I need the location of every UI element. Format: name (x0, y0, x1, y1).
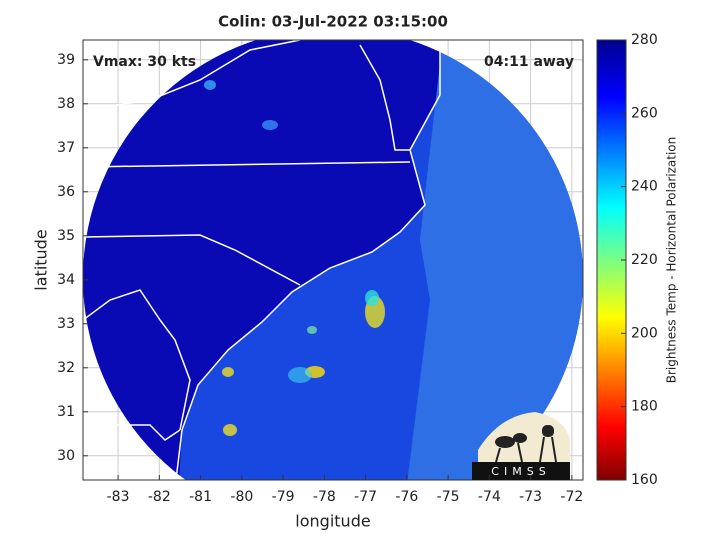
x-tick-label: -75 (437, 489, 460, 505)
colorbar-tick-label: 260 (631, 105, 658, 121)
y-tick-label: 34 (57, 272, 75, 288)
colorbar-tick-label: 200 (631, 325, 658, 341)
x-tick-label: -81 (189, 489, 212, 505)
annotation: 04:11 away (484, 54, 574, 70)
plot-frame (82, 39, 584, 481)
y-tick-label: 37 (57, 140, 75, 156)
colorbar-tick-label: 240 (631, 179, 658, 195)
logo-text: CIMSS (491, 465, 550, 478)
x-tick-label: -72 (560, 489, 583, 505)
y-axis-label: latitude (32, 229, 51, 290)
chart-title: Colin: 03-Jul-2022 03:15:00 (218, 13, 448, 31)
colorbar-tick-label: 280 (631, 32, 658, 48)
x-tick-label: -74 (478, 489, 501, 505)
y-tick-label: 31 (57, 404, 75, 420)
colorbar-tick-label: 220 (631, 252, 658, 268)
y-tick-label: 32 (57, 360, 75, 376)
x-tick-label: -76 (395, 489, 418, 505)
y-tick-label: 38 (57, 96, 75, 112)
y-tick-label: 39 (57, 52, 75, 68)
colorbar-label: Brightness Temp - Horizontal Polarizatio… (665, 137, 679, 384)
x-tick-label: -73 (519, 489, 542, 505)
colorbar-tick-label: 160 (631, 472, 658, 488)
y-tick-label: 36 (57, 184, 75, 200)
x-tick-label: -78 (313, 489, 336, 505)
y-tick-label: 35 (57, 228, 75, 244)
annotation: Vmax: 30 kts (93, 54, 196, 70)
x-tick-label: -79 (272, 489, 295, 505)
logo: CIMSS (472, 412, 570, 480)
x-axis-label: longitude (295, 512, 370, 531)
x-tick-label: -82 (148, 489, 171, 505)
x-tick-label: -83 (107, 489, 130, 505)
x-tick-label: -80 (230, 489, 253, 505)
y-tick-label: 33 (57, 316, 75, 332)
y-tick-label: 30 (57, 448, 75, 464)
colorbar-tick-label: 180 (631, 399, 658, 415)
x-tick-label: -77 (354, 489, 377, 505)
